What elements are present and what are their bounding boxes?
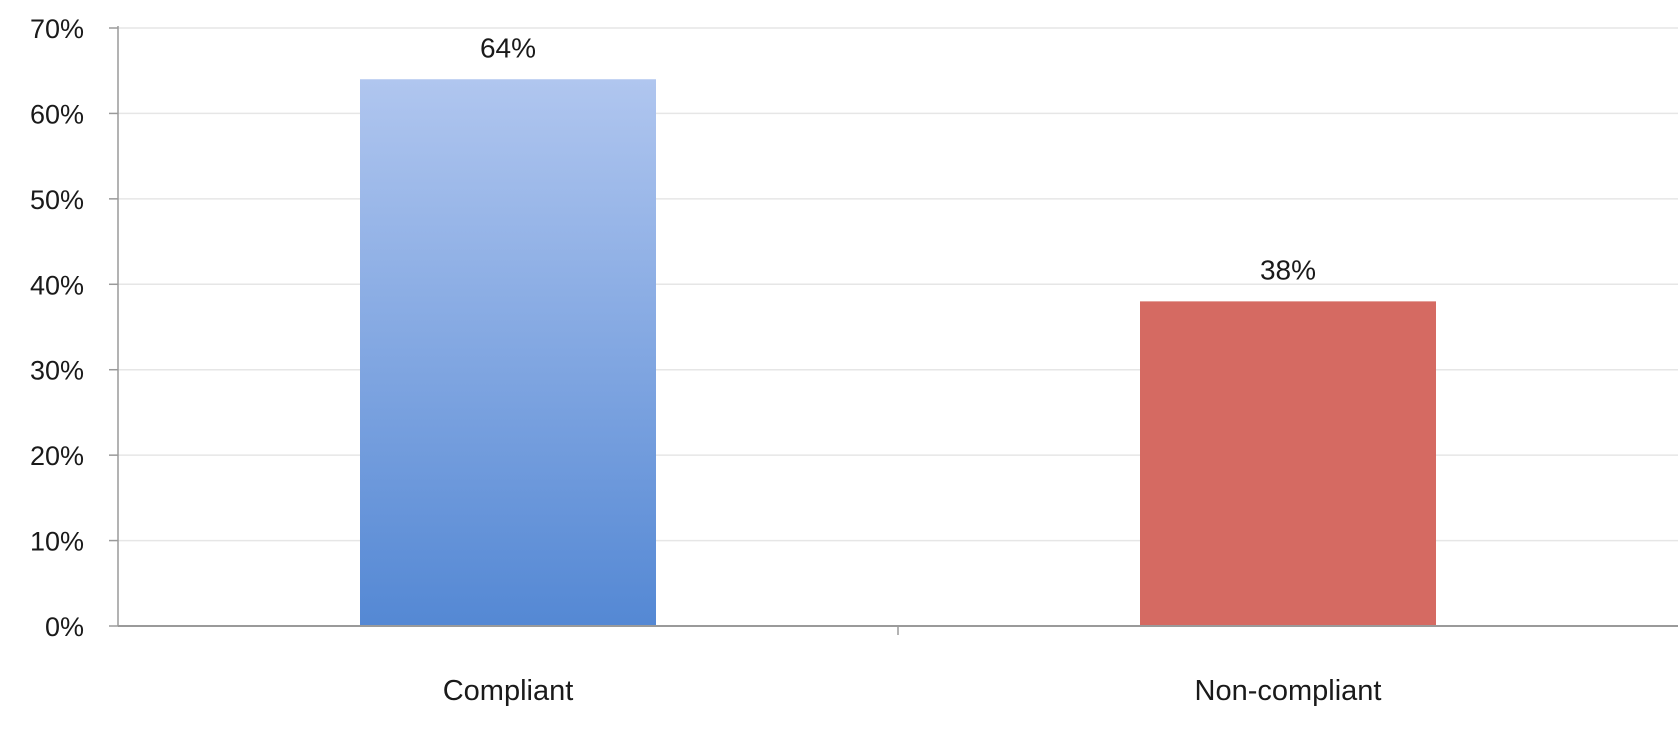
data-labels: 64% 38% (480, 32, 1316, 285)
gridlines (118, 27, 1678, 542)
y-tick-label: 10% (30, 527, 84, 557)
category-label: Compliant (443, 675, 574, 707)
bar-compliant (360, 79, 656, 626)
axes (109, 26, 1678, 635)
category-label: Non-compliant (1195, 675, 1382, 707)
bar-non-compliant (1140, 301, 1436, 626)
y-tick-label: 20% (30, 441, 84, 471)
data-label: 64% (480, 32, 536, 63)
x-axis-category-labels: Compliant Non-compliant (443, 675, 1382, 707)
data-label: 38% (1260, 254, 1316, 285)
y-tick-label: 40% (30, 270, 84, 300)
y-tick-label: 0% (45, 612, 84, 642)
y-tick-label: 60% (30, 99, 84, 129)
bars (360, 79, 1436, 626)
y-axis-tick-labels: 0% 10% 20% 30% 40% 50% 60% 70% (30, 14, 84, 642)
y-tick-label: 70% (30, 14, 84, 44)
y-tick-label: 50% (30, 185, 84, 215)
y-tick-label: 30% (30, 356, 84, 386)
